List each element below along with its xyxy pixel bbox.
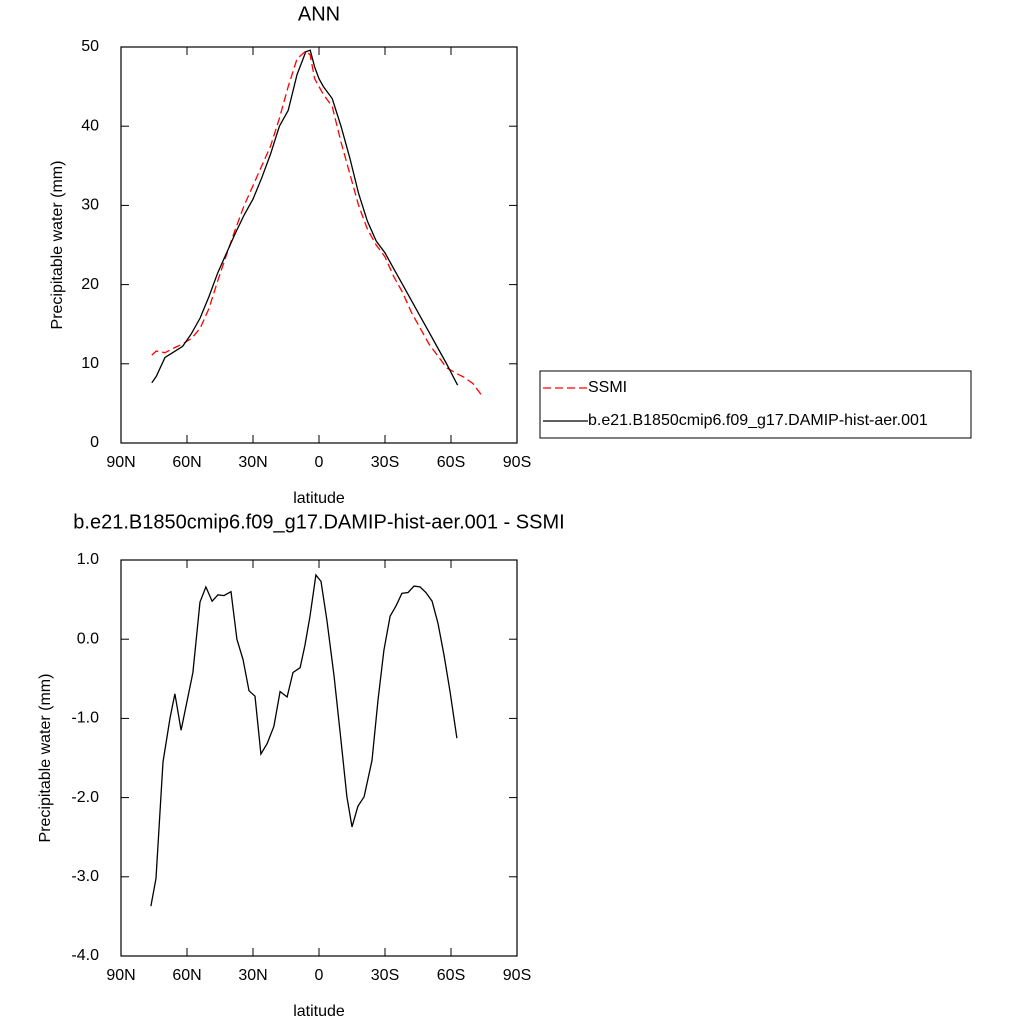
y-tick-label: -1.0 bbox=[71, 710, 99, 727]
y-tick-label: 50 bbox=[81, 38, 99, 55]
chart-title: ANN bbox=[298, 3, 340, 25]
y-axis-label: Precipitable water (mm) bbox=[37, 674, 54, 843]
y-tick-label: 0.0 bbox=[77, 630, 99, 647]
x-tick-label: 90S bbox=[503, 967, 531, 984]
x-axis-label: latitude bbox=[293, 1003, 345, 1020]
x-tick-label: 0 bbox=[315, 454, 324, 471]
legend-box bbox=[539, 370, 972, 439]
y-tick-label: -3.0 bbox=[71, 868, 99, 885]
legend-label: b.e21.B1850cmip6.f09_g17.DAMIP-hist-aer.… bbox=[588, 412, 928, 429]
y-tick-label: 0 bbox=[90, 434, 99, 451]
x-tick-label: 90N bbox=[106, 454, 135, 471]
x-tick-label: 90S bbox=[503, 454, 531, 471]
y-tick-label: 1.0 bbox=[77, 551, 99, 568]
y-axis-label: Precipitable water (mm) bbox=[49, 161, 66, 330]
x-tick-label: 30S bbox=[371, 454, 399, 471]
x-tick-label: 30N bbox=[238, 454, 267, 471]
x-tick-label: 30S bbox=[371, 967, 399, 984]
y-tick-label: 10 bbox=[81, 355, 99, 372]
chart-title: b.e21.B1850cmip6.f09_g17.DAMIP-hist-aer.… bbox=[73, 511, 564, 533]
y-tick-label: -2.0 bbox=[71, 789, 99, 806]
y-tick-label: 30 bbox=[81, 197, 99, 214]
x-tick-label: 30N bbox=[238, 967, 267, 984]
data-line bbox=[151, 49, 459, 386]
x-tick-label: 60S bbox=[437, 454, 465, 471]
x-tick-label: 60N bbox=[172, 454, 201, 471]
x-tick-label: 0 bbox=[315, 967, 324, 984]
y-tick-label: 20 bbox=[81, 276, 99, 293]
y-tick-label: -4.0 bbox=[71, 947, 99, 964]
y-tick-label: 40 bbox=[81, 117, 99, 134]
x-axis-label: latitude bbox=[293, 490, 345, 507]
x-tick-label: 60S bbox=[437, 967, 465, 984]
data-line bbox=[150, 573, 458, 907]
x-tick-label: 90N bbox=[106, 967, 135, 984]
legend-label: SSMI bbox=[588, 379, 627, 396]
data-line bbox=[151, 50, 483, 396]
x-tick-label: 60N bbox=[172, 967, 201, 984]
